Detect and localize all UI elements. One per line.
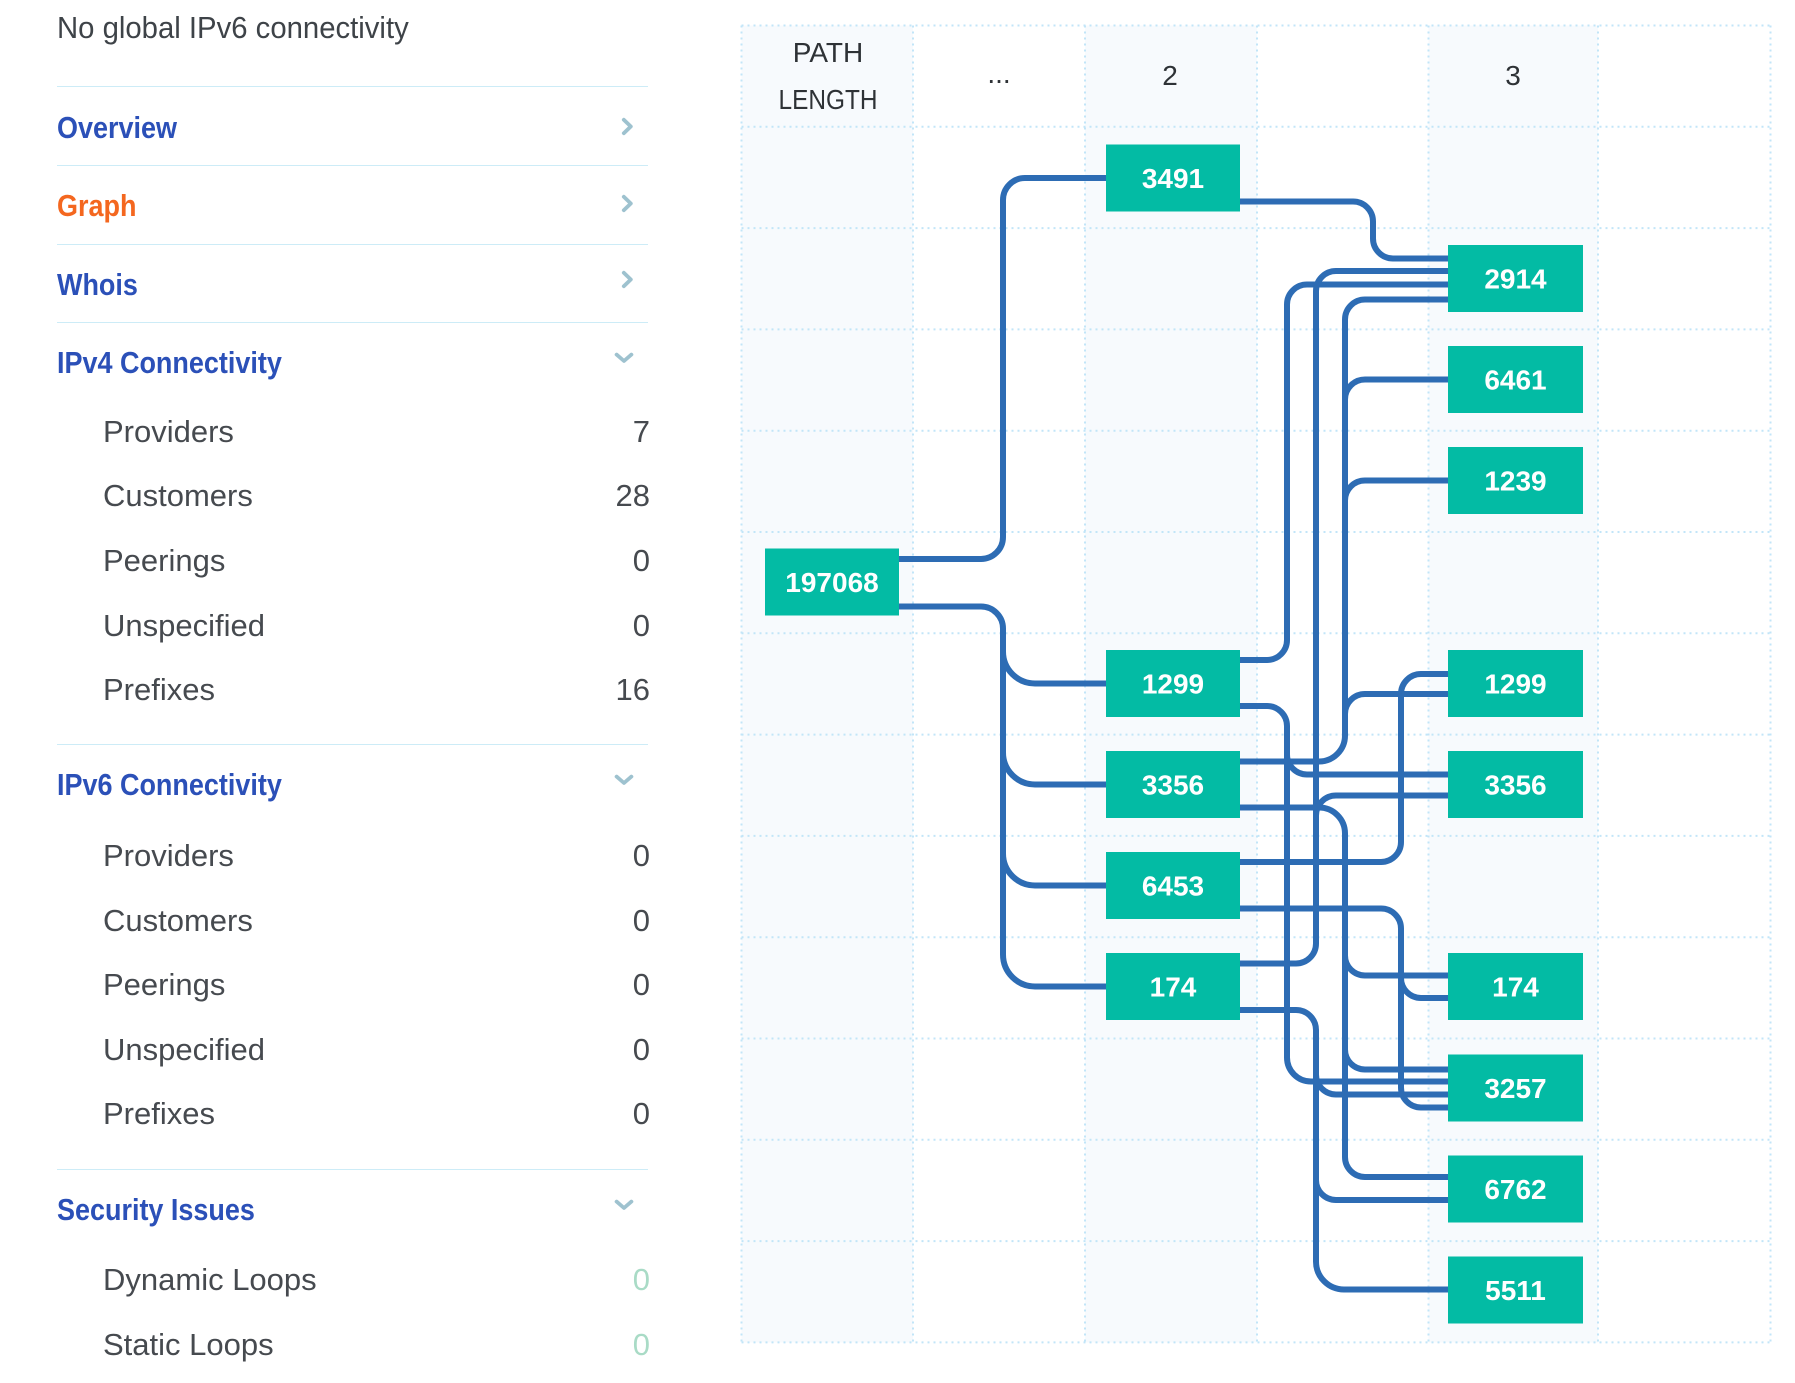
svg-text:3257: 3257 [1484, 1073, 1546, 1104]
svg-text:3: 3 [1505, 60, 1521, 91]
svg-text:2914: 2914 [1484, 264, 1547, 295]
svg-text:1299: 1299 [1484, 669, 1546, 700]
svg-text:174: 174 [1492, 972, 1539, 1003]
svg-text:6453: 6453 [1142, 871, 1204, 902]
svg-text:3356: 3356 [1142, 770, 1204, 801]
svg-text:LENGTH: LENGTH [779, 84, 878, 115]
svg-text:5511: 5511 [1485, 1275, 1546, 1306]
svg-text:3356: 3356 [1484, 770, 1546, 801]
svg-text:1239: 1239 [1484, 466, 1546, 497]
svg-text:174: 174 [1150, 972, 1197, 1003]
svg-text:6461: 6461 [1484, 365, 1546, 396]
svg-text:3491: 3491 [1142, 163, 1204, 194]
svg-text:1299: 1299 [1142, 669, 1204, 700]
svg-text:2: 2 [1162, 60, 1178, 91]
svg-text:PATH: PATH [793, 37, 864, 68]
svg-text:...: ... [987, 58, 1010, 89]
svg-text:197068: 197068 [785, 567, 878, 598]
svg-text:6762: 6762 [1484, 1174, 1546, 1205]
